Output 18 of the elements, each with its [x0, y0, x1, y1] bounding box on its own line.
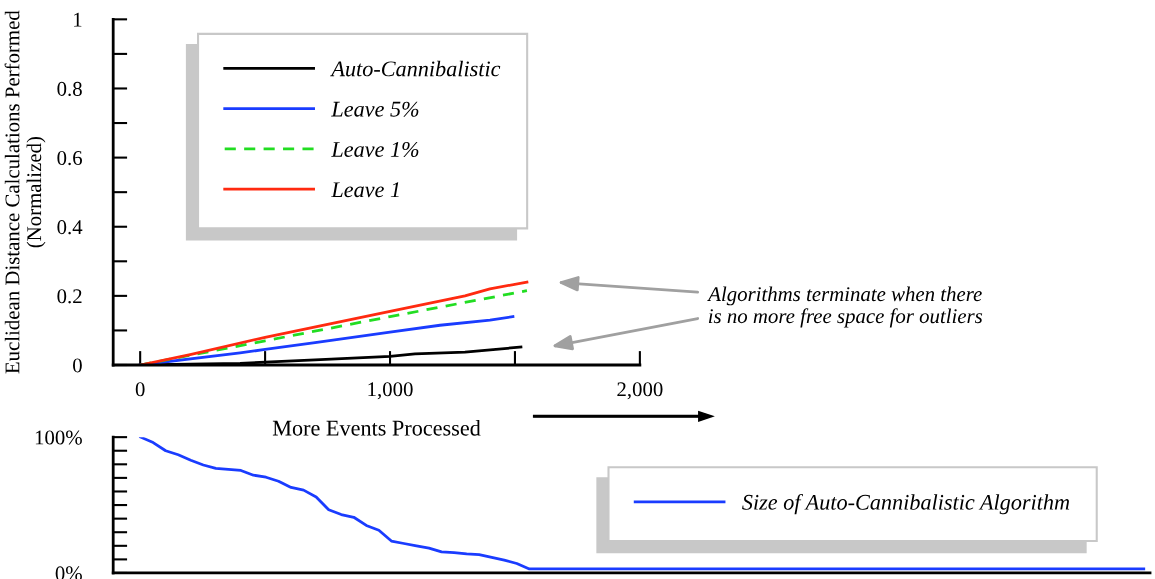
y-axis-title: Euclidean Distance Calculations Performed (Normalized) [4, 10, 46, 374]
y-tick-label: 0.4 [57, 220, 83, 235]
legend-label: Auto-Cannibalistic [330, 60, 501, 77]
x-tick-label: 1,000 [368, 382, 413, 400]
text: Algorithms terminate when there is no more free space for outliers [707, 286, 983, 328]
x-tick-label: 0 [135, 382, 145, 397]
y-tick-label: 0.8 [57, 81, 82, 96]
legend-label: Leave 1 [331, 182, 399, 198]
y-tick-label: 1 [74, 12, 82, 27]
y-tick-label: 0.2 [57, 289, 82, 304]
y-tick-label: 100% [35, 430, 82, 445]
legend-label: Size of Auto-Cannibalistic Algorithm [742, 493, 1070, 515]
x-tick-label: 2,000 [617, 382, 663, 400]
legend-label: Leave 1% [331, 141, 419, 157]
legend-label: Leave 5% [331, 101, 419, 117]
y-tick-label: 0.6 [57, 150, 83, 166]
y-tick-label: 0 [73, 358, 82, 373]
x-axis-title: More Events Processed [272, 420, 481, 436]
